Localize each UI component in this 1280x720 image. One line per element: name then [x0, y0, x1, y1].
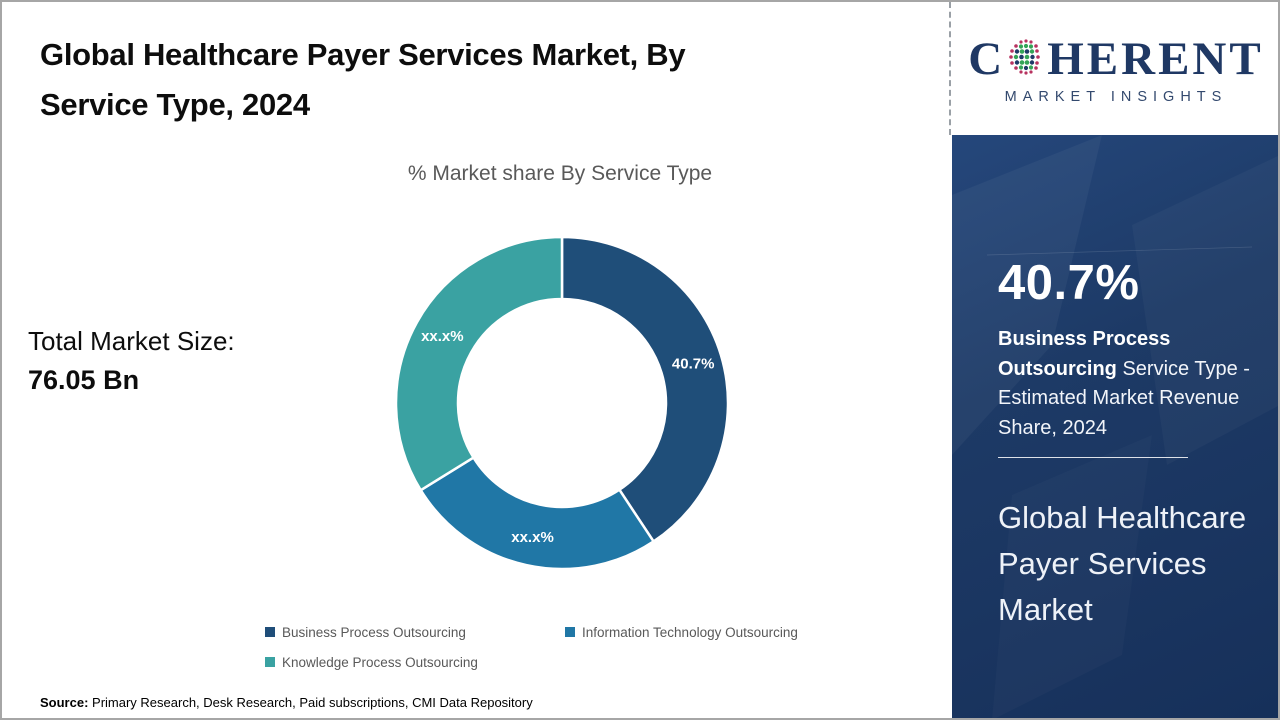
stat-description-bold: Business Process Outsourcing — [998, 328, 1171, 380]
source-line: Source: Primary Research, Desk Research,… — [40, 695, 533, 710]
dotted-globe-icon — [1009, 39, 1041, 75]
legend-swatch — [565, 627, 575, 637]
panel-footer-title: Global Healthcare Payer Services Market — [998, 500, 1247, 627]
donut-segment — [560, 235, 730, 543]
donut-chart-container: 40.7% xx.x% xx.x% — [392, 233, 732, 573]
legend-item: Business Process Outsourcing — [265, 617, 565, 647]
chart-legend: Business Process Outsourcing Information … — [265, 617, 905, 677]
logo-letter-c: C — [968, 33, 1006, 85]
legend-item: Information Technology Outsourcing — [565, 617, 865, 647]
stat-description-rest: Service Type - Estimated Market Revenue … — [998, 357, 1250, 439]
source-text: Primary Research, Desk Research, Paid su… — [88, 695, 533, 710]
stat-value: 40.7% — [998, 256, 1140, 310]
donut-segment-label: 40.7% — [672, 356, 715, 373]
dashed-separator — [949, 2, 951, 135]
map-texture — [952, 135, 1253, 455]
legend-label: Information Technology Outsourcing — [582, 624, 798, 640]
page-title: Global Healthcare Payer Services Market,… — [40, 37, 686, 122]
donut-segment-label: xx.x% — [421, 328, 464, 345]
total-market-size-value: 76.05 Bn — [28, 365, 140, 395]
donut-segment-label: xx.x% — [511, 529, 554, 546]
logo-letters-rest: HERENT — [1047, 33, 1264, 85]
total-market-size-block: Total Market Size: 76.05 Bn — [28, 326, 235, 396]
side-panel: 40.7% Business Process Outsourcing Servi… — [952, 135, 1278, 718]
chart-title: % Market share By Service Type — [407, 162, 713, 185]
source-label: Source: — [40, 695, 89, 710]
donut-segment — [394, 235, 564, 492]
legend-swatch — [265, 657, 275, 667]
donut-chart: 40.7% xx.x% xx.x% — [394, 235, 730, 571]
logo-subtitle: MARKET INSIGHTS — [1004, 89, 1228, 105]
logo-area: C HERENT MARKET INSIGHTS — [952, 2, 1278, 135]
total-market-size-label: Total Market Size: — [28, 326, 235, 356]
coherent-logo: C HERENT — [968, 32, 1263, 86]
panel-divider — [998, 457, 1188, 458]
legend-item: Knowledge Process Outsourcing — [265, 647, 565, 677]
stat-description: Business Process Outsourcing Service Typ… — [998, 325, 1256, 443]
legend-label: Business Process Outsourcing — [282, 624, 466, 640]
donut-segment — [419, 456, 655, 571]
legend-swatch — [265, 627, 275, 637]
legend-label: Knowledge Process Outsourcing — [282, 654, 478, 670]
